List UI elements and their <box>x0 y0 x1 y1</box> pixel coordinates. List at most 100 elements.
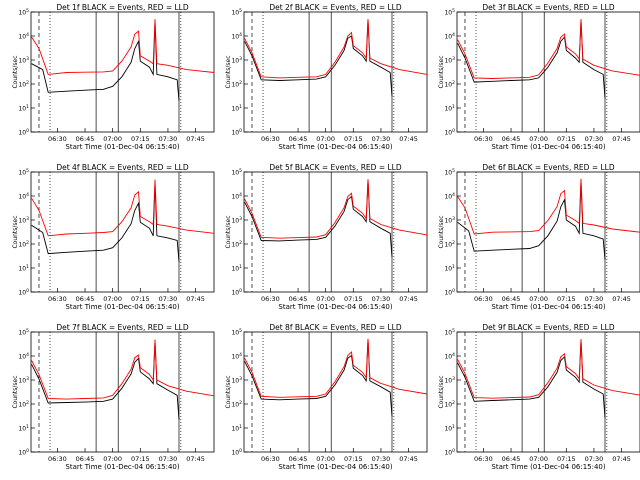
y-tick-label: 100 <box>18 288 29 297</box>
x-tick-label: 06:30 <box>48 295 67 303</box>
y-tick-label: 100 <box>18 448 29 457</box>
x-tick-label: 06:45 <box>502 135 521 143</box>
chart-title: Det 6f BLACK = Events, RED = LLD <box>482 163 615 172</box>
plot-frame <box>456 171 640 293</box>
y-tick-label: 104 <box>231 192 242 201</box>
x-tick-label: 07:45 <box>612 295 631 303</box>
y-axis-label: Counts/sec <box>225 55 232 88</box>
y-axis-label: Counts/sec <box>12 55 19 88</box>
y-tick-label: 102 <box>444 240 455 249</box>
series-line-lld <box>31 179 215 237</box>
chart-title: Det 7f BLACK = Events, RED = LLD <box>56 323 189 332</box>
y-tick-label: 103 <box>444 56 455 65</box>
chart-panel-6: Det 6f BLACK = Events, RED = LLD 100 101 10… <box>438 163 640 311</box>
x-tick-label: 06:30 <box>261 455 280 463</box>
x-tick-label: 07:45 <box>612 455 631 463</box>
plot-frame <box>30 331 215 453</box>
x-tick-label: 06:45 <box>76 135 95 143</box>
series-line-events <box>457 20 606 99</box>
chart-title: Det 4f BLACK = Events, RED = LLD <box>56 163 189 172</box>
y-tick-label: 104 <box>444 32 455 41</box>
y-tick-label: 103 <box>18 56 29 65</box>
x-axis-label: Start Time (01-Dec-04 06:15:40) <box>278 463 392 471</box>
y-tick-label: 100 <box>231 288 242 297</box>
y-axis-label: Counts/sec <box>438 55 445 88</box>
x-tick-label: 06:45 <box>502 295 521 303</box>
x-tick-label: 07:30 <box>585 295 604 303</box>
chart-panel-2: Det 2f BLACK = Events, RED = LLD 100 101 10… <box>225 3 428 151</box>
series-line-events <box>244 179 393 258</box>
series-line-events <box>31 182 180 262</box>
x-tick-label: 07:45 <box>399 455 418 463</box>
y-tick-label: 102 <box>444 80 455 89</box>
series-line-lld <box>244 179 428 239</box>
y-tick-label: 105 <box>18 168 29 177</box>
y-tick-label: 102 <box>444 400 455 409</box>
x-tick-label: 06:45 <box>502 455 521 463</box>
series-line-lld <box>457 339 640 399</box>
x-tick-label: 06:30 <box>261 295 280 303</box>
y-tick-label: 101 <box>444 424 455 433</box>
y-tick-label: 100 <box>231 448 242 457</box>
y-tick-label: 103 <box>231 56 242 65</box>
y-tick-label: 104 <box>444 352 455 361</box>
x-tick-label: 07:15 <box>131 295 150 303</box>
x-tick-label: 07:15 <box>557 455 576 463</box>
y-tick-label: 104 <box>444 192 455 201</box>
y-tick-label: 101 <box>18 424 29 433</box>
x-tick-label: 07:30 <box>372 455 391 463</box>
series-line-events <box>457 340 606 419</box>
y-axis-label: Counts/sec <box>12 375 19 408</box>
y-tick-label: 104 <box>18 352 29 361</box>
x-tick-label: 06:45 <box>76 455 95 463</box>
series-line-lld <box>31 339 215 400</box>
y-tick-label: 102 <box>18 400 29 409</box>
chart-title: Det 9f BLACK = Events, RED = LLD <box>482 323 615 332</box>
y-axis-label: Counts/sec <box>225 375 232 408</box>
x-tick-label: 07:45 <box>612 135 631 143</box>
y-tick-label: 103 <box>231 216 242 225</box>
chart-title: Det 1f BLACK = Events, RED = LLD <box>56 3 189 12</box>
x-tick-label: 07:15 <box>557 295 576 303</box>
plot-frame <box>243 331 428 453</box>
x-tick-label: 07:00 <box>529 455 548 463</box>
y-axis-label: Counts/sec <box>438 375 445 408</box>
x-tick-label: 06:30 <box>48 455 67 463</box>
x-tick-label: 06:45 <box>289 455 308 463</box>
chart-title: Det 3f BLACK = Events, RED = LLD <box>482 3 615 12</box>
x-tick-label: 06:45 <box>289 135 308 143</box>
plot-frame <box>456 11 640 133</box>
series-line-events <box>457 180 606 260</box>
plot-frame <box>30 171 215 293</box>
x-tick-label: 07:30 <box>585 135 604 143</box>
x-tick-label: 07:45 <box>186 455 205 463</box>
chart-panel-8: Det 8f BLACK = Events, RED = LLD 100 101 10… <box>225 323 428 471</box>
y-axis-label: Counts/sec <box>12 215 19 248</box>
y-tick-label: 100 <box>444 128 455 137</box>
x-tick-label: 07:15 <box>131 455 150 463</box>
chart-panel-1: Det 1f BLACK = Events, RED = LLD 100 101 10… <box>12 3 215 151</box>
y-tick-label: 104 <box>231 352 242 361</box>
x-axis-label: Start Time (01-Dec-04 06:15:40) <box>278 303 392 311</box>
chart-panel-9: Det 9f BLACK = Events, RED = LLD 100 101 10… <box>438 323 640 471</box>
y-tick-label: 100 <box>444 288 455 297</box>
x-tick-label: 07:30 <box>372 135 391 143</box>
x-tick-label: 07:15 <box>344 295 363 303</box>
y-tick-label: 101 <box>18 264 29 273</box>
x-tick-label: 07:45 <box>399 295 418 303</box>
y-tick-label: 102 <box>231 80 242 89</box>
x-tick-label: 06:45 <box>289 295 308 303</box>
series-line-lld <box>457 178 640 235</box>
y-tick-label: 101 <box>444 264 455 273</box>
chart-title: Det 8f BLACK = Events, RED = LLD <box>269 323 402 332</box>
y-tick-label: 105 <box>444 328 455 337</box>
y-tick-label: 104 <box>18 32 29 41</box>
x-tick-label: 07:30 <box>159 135 178 143</box>
y-axis-label: Counts/sec <box>225 215 232 248</box>
x-tick-label: 07:30 <box>372 295 391 303</box>
x-tick-label: 07:15 <box>344 455 363 463</box>
y-tick-label: 103 <box>18 216 29 225</box>
y-tick-label: 105 <box>18 328 29 337</box>
y-tick-label: 105 <box>18 8 29 17</box>
